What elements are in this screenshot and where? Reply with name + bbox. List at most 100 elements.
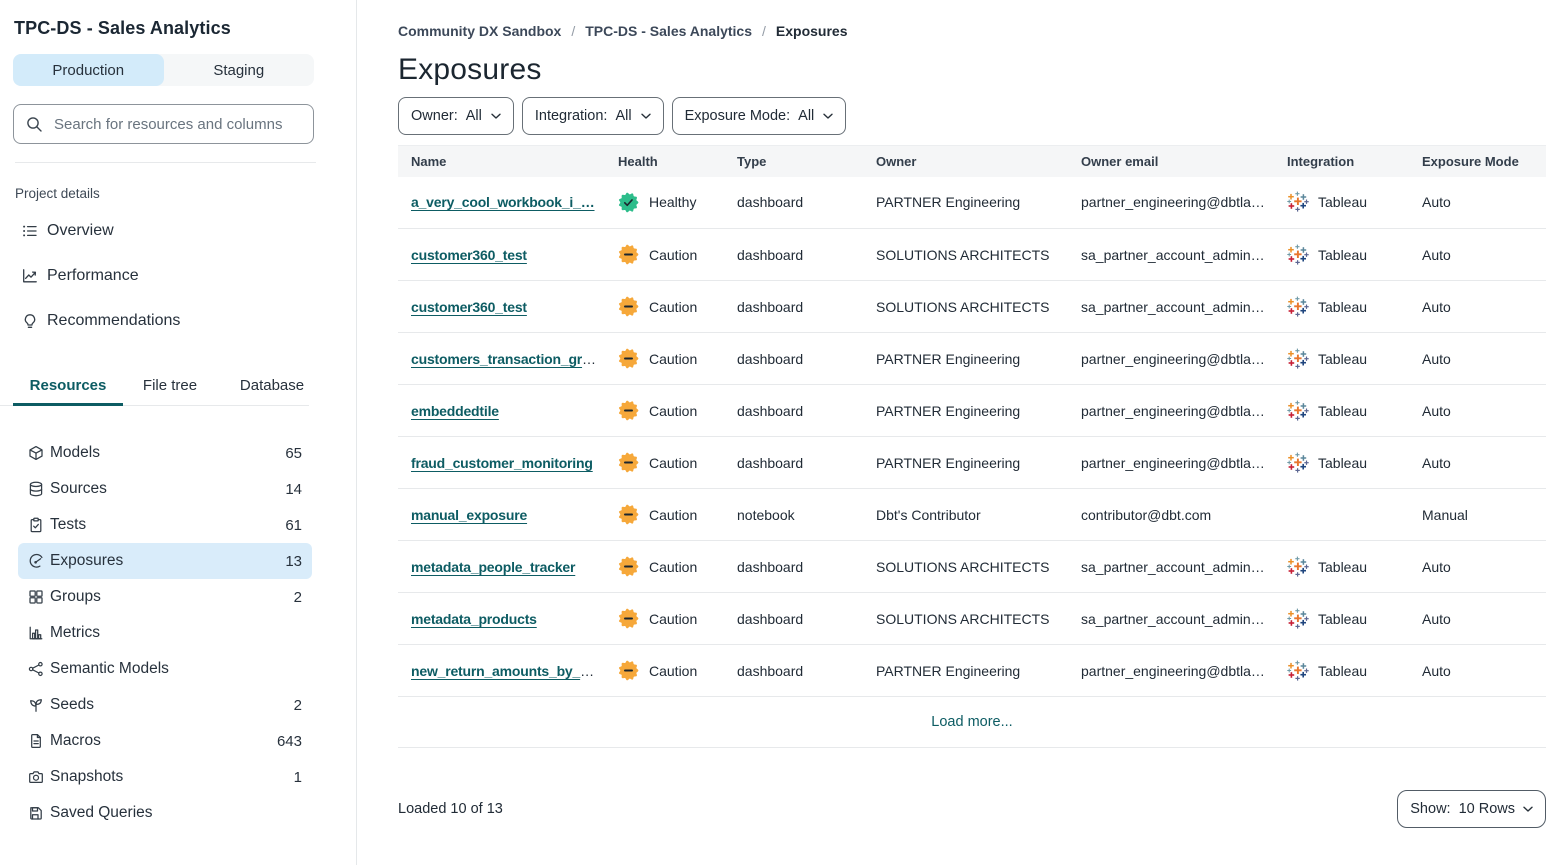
- resource-count: 1: [293, 768, 302, 786]
- integration-cell: Tableau: [1274, 280, 1409, 333]
- breadcrumb-project[interactable]: TPC-DS - Sales Analytics: [585, 23, 753, 39]
- column-header-integration: Integration: [1274, 145, 1409, 177]
- resource-count: 13: [285, 552, 302, 570]
- type-cell: dashboard: [724, 592, 863, 645]
- resource-list: Models 65 Sources 14 Tests 61 Exposures …: [0, 435, 356, 831]
- exposure-name-cell: new_return_amounts_by_t…: [398, 644, 605, 697]
- owner-email-cell: partner_engineering@dbtla…: [1068, 332, 1274, 385]
- exposure-name-link[interactable]: metadata_people_tracker: [411, 558, 576, 575]
- clipboard-check-icon: [28, 517, 44, 533]
- table-row: customer360_test Caution dashboard SOLUT…: [398, 280, 1546, 333]
- exposure-name-link[interactable]: customers_transaction_gro…: [411, 350, 605, 367]
- resource-count: 61: [285, 516, 302, 534]
- exposure-name-link[interactable]: metadata_products: [411, 610, 537, 627]
- sidebar-item-models[interactable]: Models 65: [18, 435, 312, 471]
- sidebar-item-overview[interactable]: Overview: [0, 208, 356, 253]
- show-rows-dropdown[interactable]: Show: 10 Rows: [1397, 790, 1546, 828]
- sidebar-item-semantic-models[interactable]: Semantic Models: [18, 651, 312, 687]
- sidebar-item-recommendations[interactable]: Recommendations: [0, 298, 356, 343]
- exposure-mode-filter-dropdown[interactable]: Exposure Mode: All: [671, 97, 847, 135]
- exposure-name-link[interactable]: manual_exposure: [411, 506, 528, 523]
- exposure-name-link[interactable]: customer360_test: [411, 298, 527, 315]
- environment-production-button[interactable]: Production: [13, 54, 164, 86]
- tableau-icon: [1287, 608, 1309, 630]
- owner-cell: PARTNER Engineering: [863, 332, 1068, 385]
- integration-label: Tableau: [1318, 246, 1368, 263]
- environment-staging-button[interactable]: Staging: [213, 61, 265, 79]
- owner-email-cell: partner_engineering@dbtla…: [1068, 176, 1274, 229]
- health-badge-icon: [618, 192, 639, 213]
- owner-filter-dropdown[interactable]: Owner: All: [398, 97, 514, 135]
- sidebar-item-exposures[interactable]: Exposures 13: [18, 543, 312, 579]
- exposure-name-link[interactable]: fraud_customer_monitoring: [411, 454, 593, 471]
- exposure-mode-cell: Auto: [1409, 592, 1546, 645]
- owner-cell: SOLUTIONS ARCHITECTS: [863, 228, 1068, 281]
- exposure-name-link[interactable]: customer360_test: [411, 246, 527, 263]
- filter-label: Exposure Mode:: [684, 108, 791, 124]
- resource-label: Macros: [50, 732, 101, 749]
- table-row: manual_exposure Caution notebook Dbt's C…: [398, 488, 1546, 541]
- sidebar-item-label: Recommendations: [47, 311, 181, 329]
- health-cell: Caution: [605, 280, 724, 333]
- column-header-name: Name: [398, 145, 605, 177]
- table-row: a_very_cool_workbook_i_… Healthy dashboa…: [398, 176, 1546, 229]
- health-label: Caution: [649, 350, 698, 367]
- health-cell: Caution: [605, 592, 724, 645]
- camera-icon: [28, 769, 44, 785]
- tab-resources[interactable]: Resources: [13, 367, 123, 406]
- sidebar-item-sources[interactable]: Sources 14: [18, 471, 312, 507]
- sidebar-item-seeds[interactable]: Seeds 2: [18, 687, 312, 723]
- exposure-mode-cell: Auto: [1409, 228, 1546, 281]
- tab-file-tree[interactable]: File tree: [142, 377, 198, 394]
- lightbulb-icon: [22, 313, 38, 329]
- exposure-mode-cell: Auto: [1409, 332, 1546, 385]
- sidebar-item-macros[interactable]: Macros 643: [18, 723, 312, 759]
- type-cell: dashboard: [724, 228, 863, 281]
- sidebar-item-performance[interactable]: Performance: [0, 253, 356, 298]
- sidebar-item-label: Performance: [47, 266, 139, 284]
- cube-icon: [28, 445, 44, 461]
- resource-label: Semantic Models: [50, 660, 169, 677]
- breadcrumb-account[interactable]: Community DX Sandbox: [398, 23, 562, 39]
- resource-count: 643: [276, 732, 302, 750]
- sidebar-item-saved-queries[interactable]: Saved Queries: [18, 795, 312, 831]
- project-title: TPC-DS - Sales Analytics: [14, 18, 231, 38]
- save-icon: [28, 805, 44, 821]
- sidebar-item-tests[interactable]: Tests 61: [18, 507, 312, 543]
- sidebar-item-metrics[interactable]: Metrics: [18, 615, 312, 651]
- health-badge-icon: [618, 660, 639, 681]
- breadcrumb: Community DX Sandbox / TPC-DS - Sales An…: [398, 23, 1546, 39]
- search-input[interactable]: [54, 115, 301, 133]
- health-cell: Caution: [605, 540, 724, 593]
- integration-cell: Tableau: [1274, 332, 1409, 385]
- integration-label: Tableau: [1318, 298, 1368, 315]
- exposure-name-link[interactable]: new_return_amounts_by_t…: [411, 662, 599, 679]
- file-text-icon: [28, 733, 44, 749]
- owner-email-cell: partner_engineering@dbtla…: [1068, 644, 1274, 697]
- exposure-name-cell: metadata_people_tracker: [398, 540, 605, 593]
- owner-email-cell: partner_engineering@dbtla…: [1068, 436, 1274, 489]
- owner-cell: PARTNER Engineering: [863, 436, 1068, 489]
- type-cell: dashboard: [724, 280, 863, 333]
- integration-label: Tableau: [1318, 194, 1368, 211]
- exposure-name-link[interactable]: a_very_cool_workbook_i_…: [411, 194, 595, 211]
- integration-filter-dropdown[interactable]: Integration: All: [521, 97, 664, 135]
- owner-cell: PARTNER Engineering: [863, 176, 1068, 229]
- owner-email-cell: sa_partner_account_admin…: [1068, 592, 1274, 645]
- resource-count: 14: [285, 480, 302, 498]
- exposure-name-cell: customer360_test: [398, 228, 605, 281]
- sidebar-item-snapshots[interactable]: Snapshots 1: [18, 759, 312, 795]
- tab-database[interactable]: Database: [239, 377, 305, 394]
- health-badge-icon: [618, 296, 639, 317]
- environment-toggle: Production Staging: [13, 54, 314, 86]
- resource-label: Exposures: [50, 552, 124, 569]
- health-badge-icon: [618, 348, 639, 369]
- search-box[interactable]: [13, 104, 314, 144]
- exposure-mode-cell: Auto: [1409, 644, 1546, 697]
- sidebar-item-groups[interactable]: Groups 2: [18, 579, 312, 615]
- load-more-button[interactable]: Load more...: [931, 714, 1013, 730]
- column-header-health: Health: [605, 145, 724, 177]
- tableau-icon: [1287, 556, 1309, 578]
- owner-cell: PARTNER Engineering: [863, 644, 1068, 697]
- exposure-name-link[interactable]: embeddedtile: [411, 402, 499, 419]
